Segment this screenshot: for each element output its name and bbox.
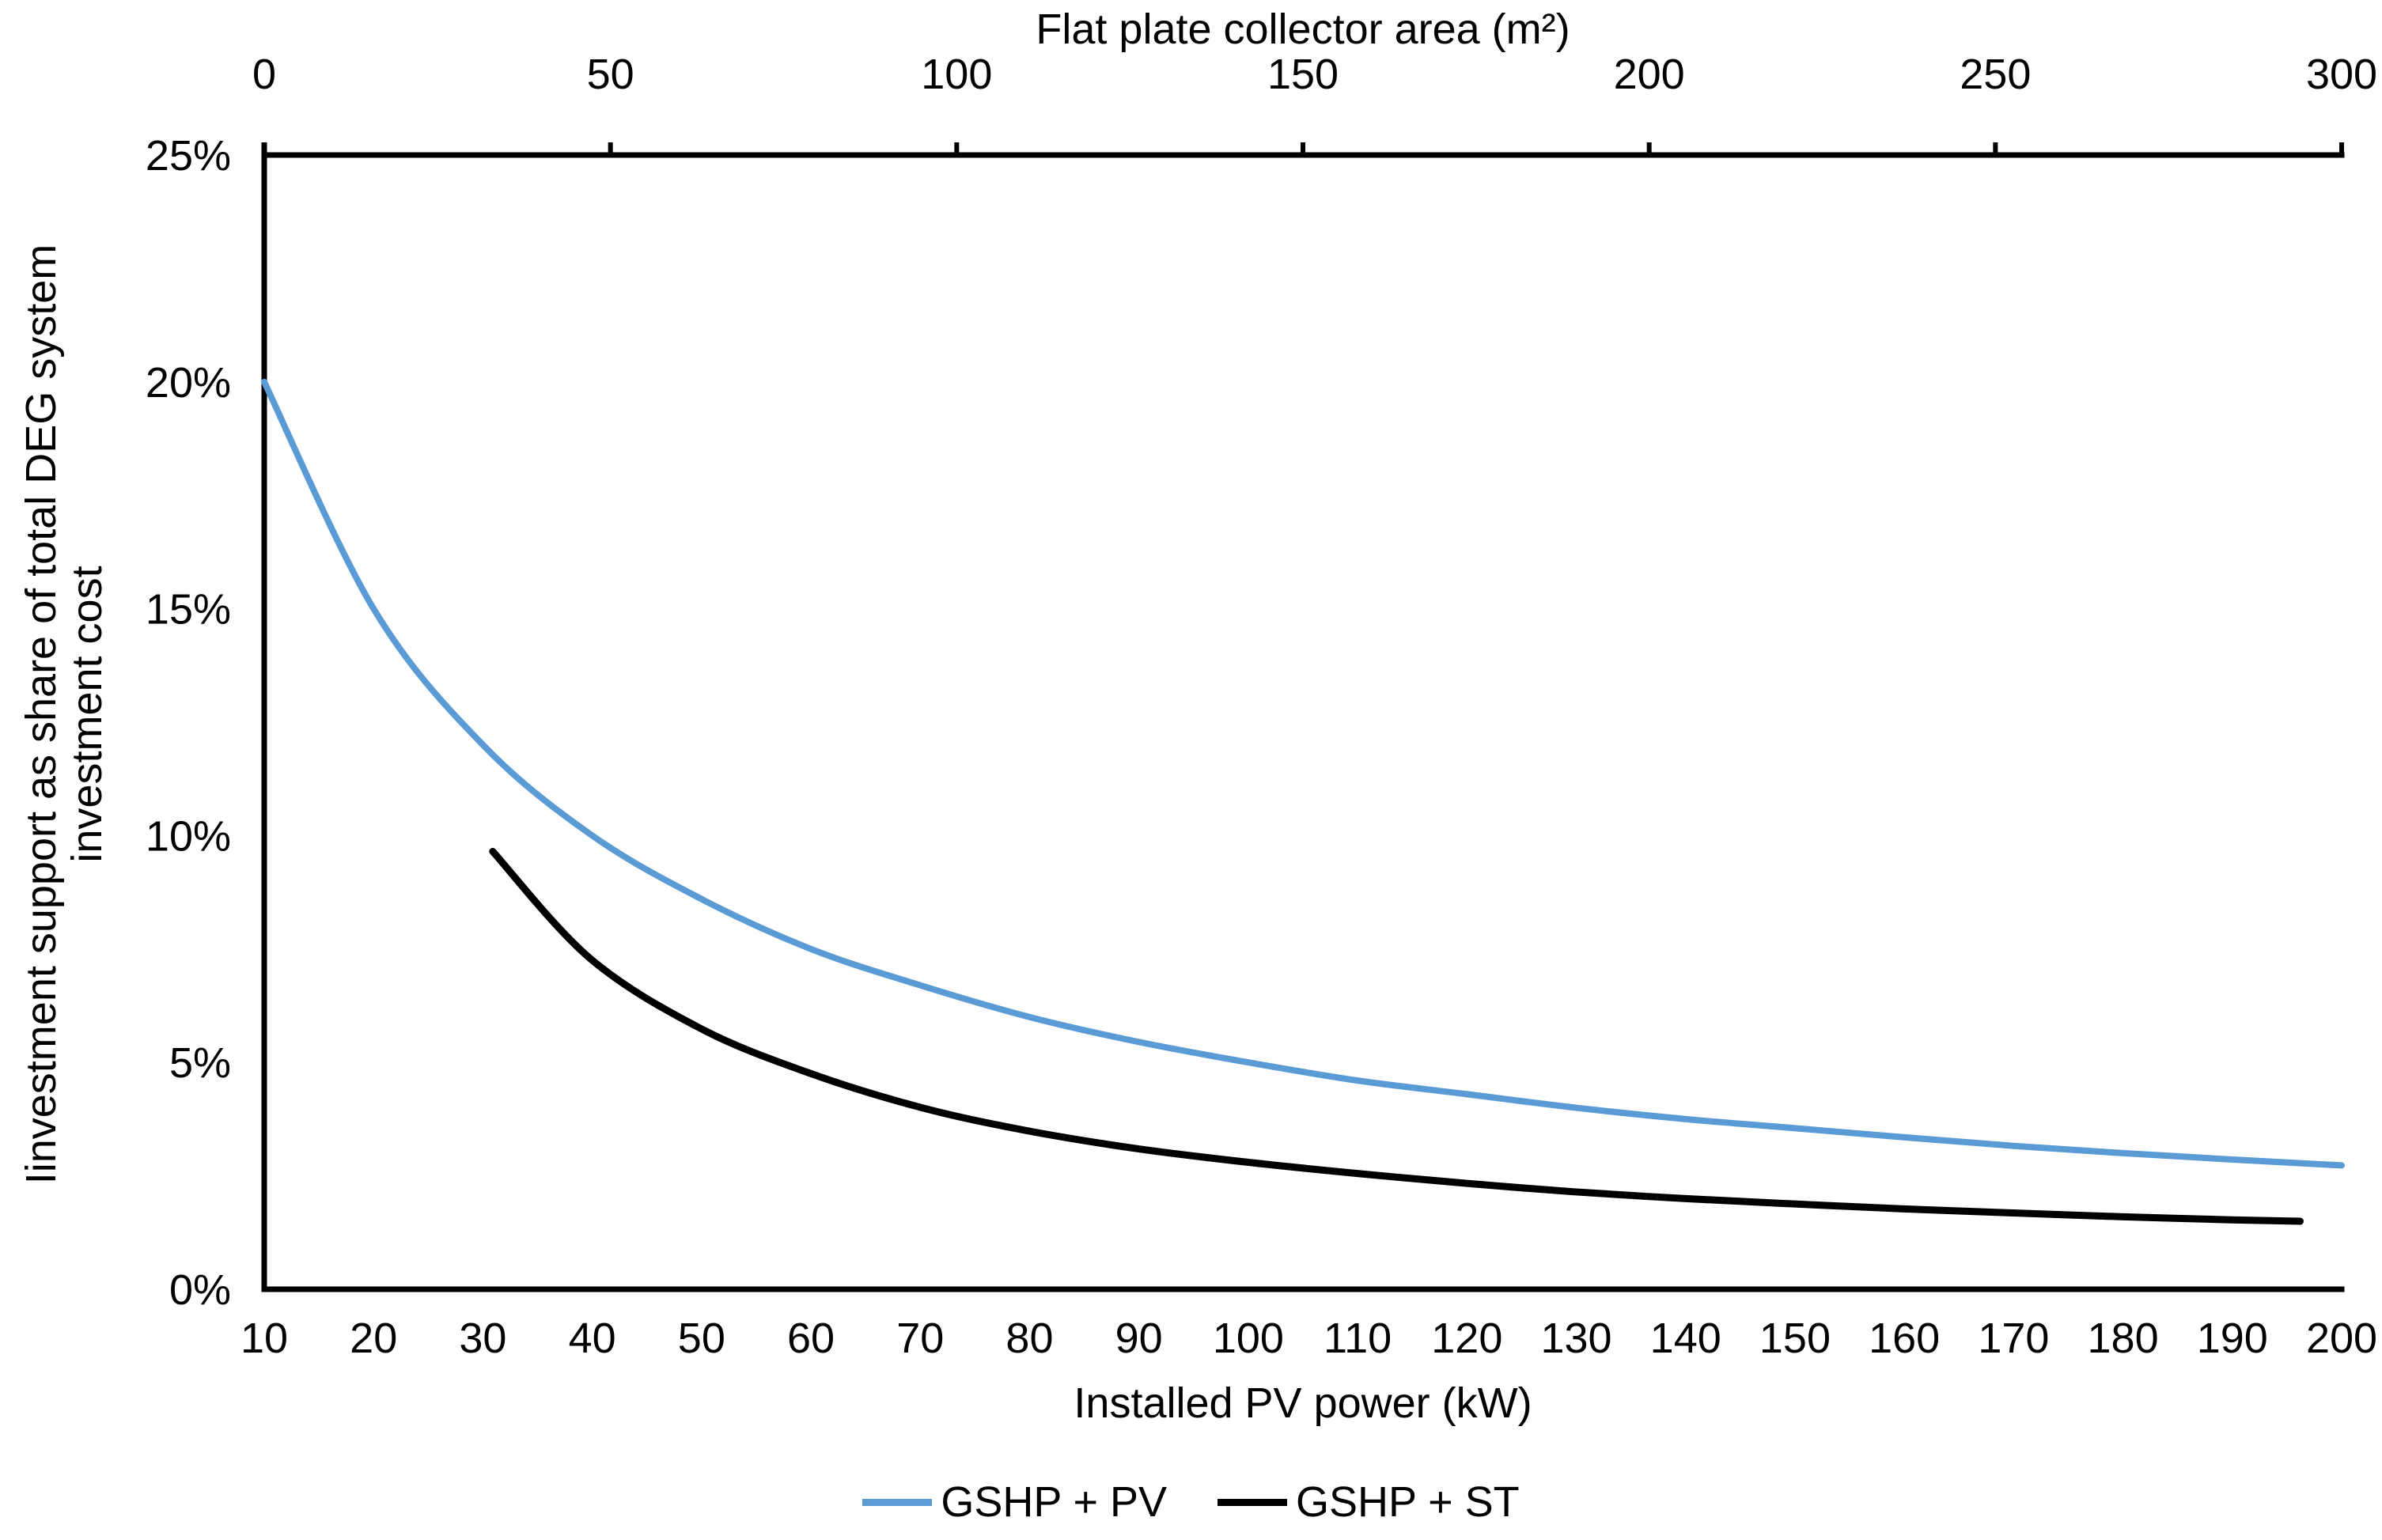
bottom-axis-tick-label: 10 bbox=[240, 1315, 288, 1362]
series-line-gshp-st bbox=[489, 847, 2304, 1225]
top-axis-tick-label: 250 bbox=[1960, 51, 2031, 98]
legend-swatch-gshp-pv bbox=[862, 1498, 933, 1506]
top-axis-tick-label: 150 bbox=[1267, 51, 1339, 98]
bottom-axis-tick-label: 20 bbox=[350, 1315, 397, 1362]
top-axis-tick-label: 100 bbox=[921, 51, 992, 98]
legend: GSHP + PV GSHP + ST bbox=[0, 1478, 2382, 1527]
y-axis-tick-label: 20% bbox=[146, 359, 231, 407]
bottom-axis-tick-label: 130 bbox=[1540, 1315, 1611, 1362]
bottom-axis-tick-label: 80 bbox=[1005, 1315, 1053, 1362]
legend-label-gshp-pv: GSHP + PV bbox=[941, 1478, 1168, 1526]
bottom-axis-tick-label: 170 bbox=[1978, 1315, 2049, 1362]
bottom-axis-tick-label: 60 bbox=[787, 1315, 835, 1362]
y-axis-tick-label: 15% bbox=[146, 586, 231, 634]
y-axis-tick-label: 5% bbox=[169, 1039, 231, 1087]
bottom-axis-tick-label: 50 bbox=[678, 1315, 725, 1362]
series-line-gshp-pv bbox=[261, 378, 2345, 1169]
bottom-axis-tick-label: 190 bbox=[2197, 1315, 2268, 1362]
legend-label-gshp-st: GSHP + ST bbox=[1296, 1478, 1520, 1526]
bottom-axis-tick-label: 110 bbox=[1324, 1315, 1392, 1362]
bottom-axis-tick-label: 140 bbox=[1650, 1315, 1721, 1362]
bottom-axis-tick-label: 100 bbox=[1213, 1315, 1284, 1362]
bottom-axis-tick-label: 150 bbox=[1759, 1315, 1831, 1362]
bottom-axis-tick-label: 90 bbox=[1115, 1315, 1163, 1362]
top-axis-tick-label: 50 bbox=[587, 51, 634, 98]
bottom-axis-title: Installed PV power (kW) bbox=[1074, 1379, 1532, 1427]
bottom-axis-tick-label: 40 bbox=[569, 1315, 616, 1362]
bottom-axis-tick-label: 70 bbox=[896, 1315, 944, 1362]
bottom-axis-tick-label: 30 bbox=[459, 1315, 506, 1362]
bottom-axis-tick-label: 180 bbox=[2088, 1315, 2159, 1362]
bottom-axis-tick-label: 120 bbox=[1431, 1315, 1502, 1362]
y-axis-tick-label: 0% bbox=[169, 1266, 231, 1314]
y-axis-tick-label: 25% bbox=[146, 132, 231, 180]
top-axis-tick-label: 300 bbox=[2306, 51, 2377, 98]
bottom-axis-tick-label: 160 bbox=[1869, 1315, 1940, 1362]
top-axis-tick-label: 0 bbox=[252, 51, 276, 98]
top-axis-title: Flat plate collector area (m²) bbox=[1036, 6, 1570, 53]
top-axis-tick-label: 200 bbox=[1614, 51, 1685, 98]
bottom-axis-tick-label: 200 bbox=[2306, 1315, 2377, 1362]
y-axis-tick-label: 10% bbox=[146, 812, 231, 860]
legend-swatch-gshp-st bbox=[1218, 1498, 1288, 1506]
